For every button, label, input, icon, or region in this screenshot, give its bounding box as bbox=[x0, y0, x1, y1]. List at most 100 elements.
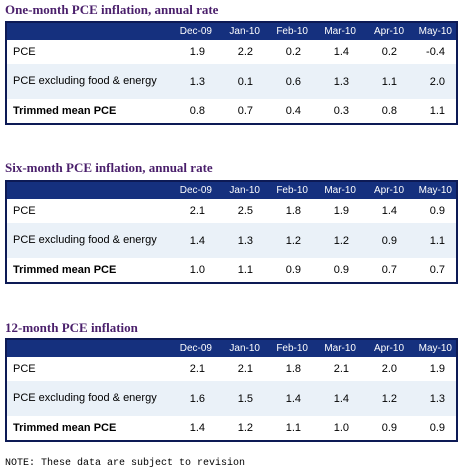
column-header: May-10 bbox=[408, 182, 456, 199]
cell-value: 1.0 bbox=[312, 416, 360, 440]
table-row: PCE excluding food & energy 1.4 1.3 1.2 … bbox=[7, 223, 456, 258]
six-month-table-box: Dec-09 Jan-10 Feb-10 Mar-10 Apr-10 May-1… bbox=[5, 180, 458, 284]
cell-value: 1.2 bbox=[312, 223, 360, 258]
cell-value: 1.0 bbox=[168, 258, 216, 282]
cell-value: 0.3 bbox=[312, 99, 360, 123]
row-label: PCE excluding food & energy bbox=[7, 381, 168, 416]
cell-value: 0.7 bbox=[360, 258, 408, 282]
cell-value: 2.2 bbox=[216, 40, 264, 64]
cell-value: -0.4 bbox=[408, 40, 456, 64]
column-header: Jan-10 bbox=[216, 182, 264, 199]
column-header: Dec-09 bbox=[168, 23, 216, 40]
cell-value: 1.4 bbox=[264, 381, 312, 416]
column-header: Mar-10 bbox=[312, 23, 360, 40]
header-row: Dec-09 Jan-10 Feb-10 Mar-10 Apr-10 May-1… bbox=[7, 182, 456, 199]
cell-value: 2.1 bbox=[312, 357, 360, 381]
column-header: Apr-10 bbox=[360, 340, 408, 357]
section-title: Six-month PCE inflation, annual rate bbox=[5, 160, 213, 175]
column-header: Feb-10 bbox=[264, 182, 312, 199]
row-label: PCE excluding food & energy bbox=[7, 64, 168, 99]
row-label: PCE excluding food & energy bbox=[7, 223, 168, 258]
cell-value: 1.1 bbox=[408, 223, 456, 258]
cell-value: 1.1 bbox=[408, 99, 456, 123]
cell-value: 1.9 bbox=[312, 199, 360, 223]
cell-value: 1.6 bbox=[168, 381, 216, 416]
table-row: Trimmed mean PCE 1.4 1.2 1.1 1.0 0.9 0.9 bbox=[7, 416, 456, 440]
cell-value: 0.9 bbox=[360, 223, 408, 258]
cell-value: 0.2 bbox=[264, 40, 312, 64]
table-row: PCE 2.1 2.1 1.8 2.1 2.0 1.9 bbox=[7, 357, 456, 381]
cell-value: 0.6 bbox=[264, 64, 312, 99]
row-label: Trimmed mean PCE bbox=[7, 258, 168, 282]
one-month-table-box: Dec-09 Jan-10 Feb-10 Mar-10 Apr-10 May-1… bbox=[5, 21, 458, 125]
cell-value: 0.4 bbox=[264, 99, 312, 123]
cell-value: 1.1 bbox=[264, 416, 312, 440]
cell-value: 0.7 bbox=[408, 258, 456, 282]
cell-value: 1.9 bbox=[408, 357, 456, 381]
cell-value: 1.4 bbox=[312, 40, 360, 64]
cell-value: 1.2 bbox=[264, 223, 312, 258]
cell-value: 2.0 bbox=[408, 64, 456, 99]
column-header: Feb-10 bbox=[264, 340, 312, 357]
six-month-table: Dec-09 Jan-10 Feb-10 Mar-10 Apr-10 May-1… bbox=[7, 182, 456, 282]
cell-value: 0.1 bbox=[216, 64, 264, 99]
cell-value: 1.4 bbox=[168, 223, 216, 258]
cell-value: 1.4 bbox=[312, 381, 360, 416]
table-row: Trimmed mean PCE 0.8 0.7 0.4 0.3 0.8 1.1 bbox=[7, 99, 456, 123]
cell-value: 1.8 bbox=[264, 199, 312, 223]
cell-value: 1.1 bbox=[360, 64, 408, 99]
cell-value: 1.2 bbox=[360, 381, 408, 416]
column-header: Mar-10 bbox=[312, 182, 360, 199]
cell-value: 0.9 bbox=[408, 199, 456, 223]
row-label: PCE bbox=[7, 40, 168, 64]
cell-value: 1.5 bbox=[216, 381, 264, 416]
header-row: Dec-09 Jan-10 Feb-10 Mar-10 Apr-10 May-1… bbox=[7, 23, 456, 40]
twelve-month-table-box: Dec-09 Jan-10 Feb-10 Mar-10 Apr-10 May-1… bbox=[5, 338, 458, 442]
row-label: Trimmed mean PCE bbox=[7, 99, 168, 123]
cell-value: 1.3 bbox=[216, 223, 264, 258]
cell-value: 1.2 bbox=[216, 416, 264, 440]
cell-value: 0.9 bbox=[312, 258, 360, 282]
row-label: Trimmed mean PCE bbox=[7, 416, 168, 440]
row-label: PCE bbox=[7, 357, 168, 381]
section-title: One-month PCE inflation, annual rate bbox=[5, 2, 219, 17]
header-corner bbox=[7, 182, 168, 199]
twelve-month-table: Dec-09 Jan-10 Feb-10 Mar-10 Apr-10 May-1… bbox=[7, 340, 456, 440]
revision-note: NOTE: These data are subject to revision bbox=[5, 458, 246, 469]
one-month-table: Dec-09 Jan-10 Feb-10 Mar-10 Apr-10 May-1… bbox=[7, 23, 456, 123]
cell-value: 2.1 bbox=[168, 357, 216, 381]
header-corner bbox=[7, 23, 168, 40]
column-header: Jan-10 bbox=[216, 340, 264, 357]
column-header: Feb-10 bbox=[264, 23, 312, 40]
column-header: Dec-09 bbox=[168, 340, 216, 357]
cell-value: 1.3 bbox=[168, 64, 216, 99]
cell-value: 2.1 bbox=[168, 199, 216, 223]
cell-value: 1.1 bbox=[216, 258, 264, 282]
table-row: PCE 1.9 2.2 0.2 1.4 0.2 -0.4 bbox=[7, 40, 456, 64]
column-header: May-10 bbox=[408, 340, 456, 357]
column-header: Jan-10 bbox=[216, 23, 264, 40]
cell-value: 2.0 bbox=[360, 357, 408, 381]
cell-value: 0.7 bbox=[216, 99, 264, 123]
table-row: PCE 2.1 2.5 1.8 1.9 1.4 0.9 bbox=[7, 199, 456, 223]
cell-value: 1.3 bbox=[408, 381, 456, 416]
table-row: PCE excluding food & energy 1.6 1.5 1.4 … bbox=[7, 381, 456, 416]
column-header: Apr-10 bbox=[360, 23, 408, 40]
header-corner bbox=[7, 340, 168, 357]
cell-value: 1.4 bbox=[360, 199, 408, 223]
table-row: PCE excluding food & energy 1.3 0.1 0.6 … bbox=[7, 64, 456, 99]
cell-value: 1.4 bbox=[168, 416, 216, 440]
column-header: Dec-09 bbox=[168, 182, 216, 199]
column-header: Apr-10 bbox=[360, 182, 408, 199]
row-label: PCE bbox=[7, 199, 168, 223]
cell-value: 0.8 bbox=[360, 99, 408, 123]
cell-value: 2.1 bbox=[216, 357, 264, 381]
cell-value: 1.3 bbox=[312, 64, 360, 99]
table-row: Trimmed mean PCE 1.0 1.1 0.9 0.9 0.7 0.7 bbox=[7, 258, 456, 282]
cell-value: 0.9 bbox=[408, 416, 456, 440]
cell-value: 1.8 bbox=[264, 357, 312, 381]
cell-value: 0.2 bbox=[360, 40, 408, 64]
cell-value: 0.8 bbox=[168, 99, 216, 123]
cell-value: 1.9 bbox=[168, 40, 216, 64]
section-title: 12-month PCE inflation bbox=[5, 320, 138, 335]
